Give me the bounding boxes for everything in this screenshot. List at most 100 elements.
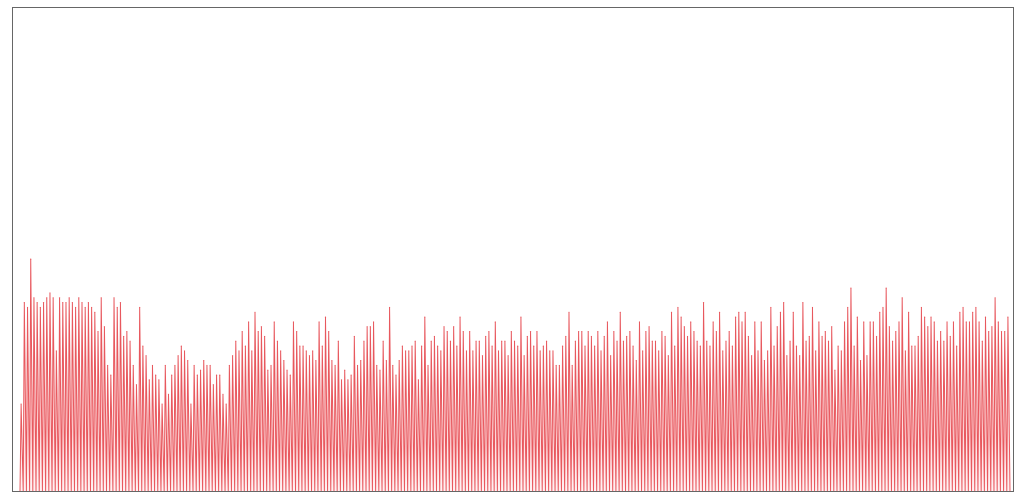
data-point: [446, 331, 448, 333]
data-point: [779, 311, 782, 313]
data-point: [911, 345, 913, 347]
data-point: [26, 306, 29, 309]
data-point: [843, 321, 846, 323]
data-point: [501, 340, 503, 342]
data-point: [702, 302, 705, 304]
data-point: [215, 374, 218, 376]
data-point: [299, 345, 301, 347]
data-point: [648, 326, 650, 328]
data-point: [920, 306, 923, 309]
data-point: [943, 340, 945, 342]
data-point: [388, 306, 391, 309]
data-point: [991, 326, 993, 328]
data-point: [856, 316, 858, 318]
data-point: [507, 355, 509, 357]
data-point: [84, 306, 86, 309]
data-point: [869, 321, 871, 323]
data-point: [129, 340, 131, 342]
data-point: [459, 316, 461, 318]
data-point: [433, 335, 436, 338]
data-point: [677, 306, 679, 309]
data-point: [690, 321, 692, 323]
data-point: [988, 331, 990, 333]
data-point: [231, 355, 234, 357]
data-point: [747, 335, 750, 338]
data-point: [722, 350, 724, 352]
data-point: [190, 403, 192, 405]
data-point: [718, 311, 721, 313]
data-point: [267, 369, 269, 371]
data-point: [440, 350, 442, 352]
data-point: [590, 335, 593, 338]
data-point: [97, 331, 99, 333]
data-point: [20, 403, 22, 405]
data-point: [462, 331, 464, 333]
data-point: [763, 359, 766, 362]
data-point: [78, 297, 80, 299]
data-point: [837, 345, 839, 347]
data-point: [847, 306, 849, 309]
data-point: [824, 331, 826, 333]
data-point: [292, 321, 295, 323]
data-point: [638, 321, 641, 323]
data-point: [36, 302, 38, 304]
data-point: [30, 258, 32, 260]
data-point: [151, 364, 154, 367]
data-point: [276, 340, 279, 342]
data-point: [369, 326, 371, 328]
data-point: [808, 335, 810, 338]
data-point: [936, 340, 939, 342]
data-point: [972, 311, 974, 313]
data-point: [600, 350, 602, 352]
data-point: [497, 350, 500, 352]
data-point: [344, 369, 346, 371]
data-point: [392, 364, 394, 367]
data-point: [760, 321, 762, 323]
data-point: [751, 355, 753, 357]
data-point: [55, 350, 57, 352]
data-point: [248, 321, 250, 323]
data-point: [113, 297, 115, 299]
data-point: [443, 326, 445, 328]
data-point: [164, 364, 166, 367]
data-point: [449, 340, 452, 342]
data-point: [46, 297, 48, 299]
data-point: [1007, 316, 1009, 318]
data-point: [264, 335, 266, 338]
data-point: [491, 345, 493, 347]
data-point: [728, 331, 730, 333]
data-point: [123, 335, 125, 338]
data-point: [183, 350, 186, 352]
data-point: [654, 340, 657, 342]
data-point: [91, 306, 93, 309]
data-point: [132, 364, 134, 367]
data-point: [984, 316, 987, 318]
data-point: [219, 374, 221, 376]
data-point: [706, 340, 708, 342]
data-point: [536, 331, 538, 333]
data-point: [340, 379, 343, 381]
data-point: [693, 331, 695, 333]
data-point: [71, 302, 73, 304]
data-point: [795, 345, 798, 347]
data-point: [767, 350, 769, 352]
data-point: [542, 345, 544, 347]
data-point: [465, 350, 468, 352]
data-point: [811, 306, 814, 309]
data-point: [280, 350, 282, 352]
data-point: [135, 384, 138, 386]
data-point: [209, 364, 211, 367]
data-point: [619, 311, 621, 313]
data-point: [587, 331, 589, 333]
data-point: [167, 393, 170, 395]
data-point: [305, 350, 307, 352]
data-point: [382, 340, 384, 342]
data-point: [859, 359, 862, 362]
data-point: [952, 321, 955, 323]
data-point: [356, 364, 359, 367]
data-point: [475, 340, 477, 342]
data-point: [139, 306, 141, 309]
data-point: [158, 379, 160, 381]
data-point: [385, 359, 387, 362]
data-point: [831, 326, 833, 328]
